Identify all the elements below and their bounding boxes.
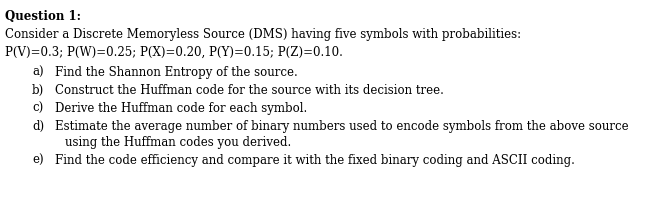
Text: Derive the Huffman code for each symbol.: Derive the Huffman code for each symbol. xyxy=(55,101,307,114)
Text: e): e) xyxy=(32,153,44,166)
Text: Question 1:: Question 1: xyxy=(5,10,81,23)
Text: Find the Shannon Entropy of the source.: Find the Shannon Entropy of the source. xyxy=(55,66,298,79)
Text: Construct the Huffman code for the source with its decision tree.: Construct the Huffman code for the sourc… xyxy=(55,84,444,97)
Text: b): b) xyxy=(32,84,44,97)
Text: P(V)=0.3; P(W)=0.25; P(X)=0.20, P(Y)=0.15; P(Z)=0.10.: P(V)=0.3; P(W)=0.25; P(X)=0.20, P(Y)=0.1… xyxy=(5,46,343,59)
Text: c): c) xyxy=(32,101,43,114)
Text: d): d) xyxy=(32,119,44,132)
Text: Consider a Discrete Memoryless Source (DMS) having five symbols with probabiliti: Consider a Discrete Memoryless Source (D… xyxy=(5,28,521,41)
Text: using the Huffman codes you derived.: using the Huffman codes you derived. xyxy=(65,135,291,148)
Text: a): a) xyxy=(32,66,44,79)
Text: Find the code efficiency and compare it with the fixed binary coding and ASCII c: Find the code efficiency and compare it … xyxy=(55,153,575,166)
Text: Estimate the average number of binary numbers used to encode symbols from the ab: Estimate the average number of binary nu… xyxy=(55,119,628,132)
